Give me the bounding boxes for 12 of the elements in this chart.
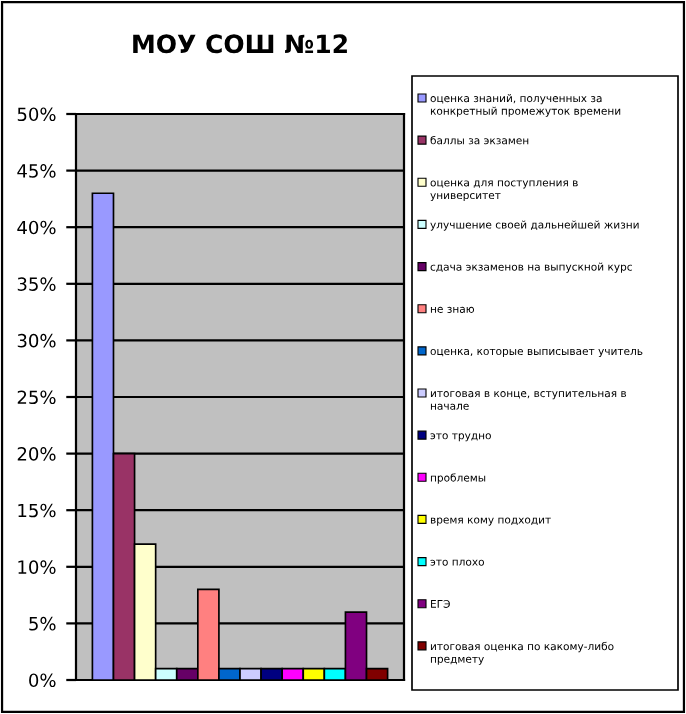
y-tick-label: 30% [17,333,56,348]
y-tick-label: 5% [29,616,56,631]
y-tick-label: 20% [17,447,56,461]
y-tick-label: 40% [17,220,56,235]
y-tick-label: 35% [17,277,56,291]
y-tick-label: 25% [17,390,56,405]
y-tick-label: 10% [18,560,56,574]
chart-title: МОУ СОШ №12 [133,34,347,54]
y-tick-label: 45% [17,164,56,178]
y-tick-label: 0% [29,673,56,688]
y-tick-label: 50% [17,107,56,122]
y-tick-label: 15% [18,503,56,518]
